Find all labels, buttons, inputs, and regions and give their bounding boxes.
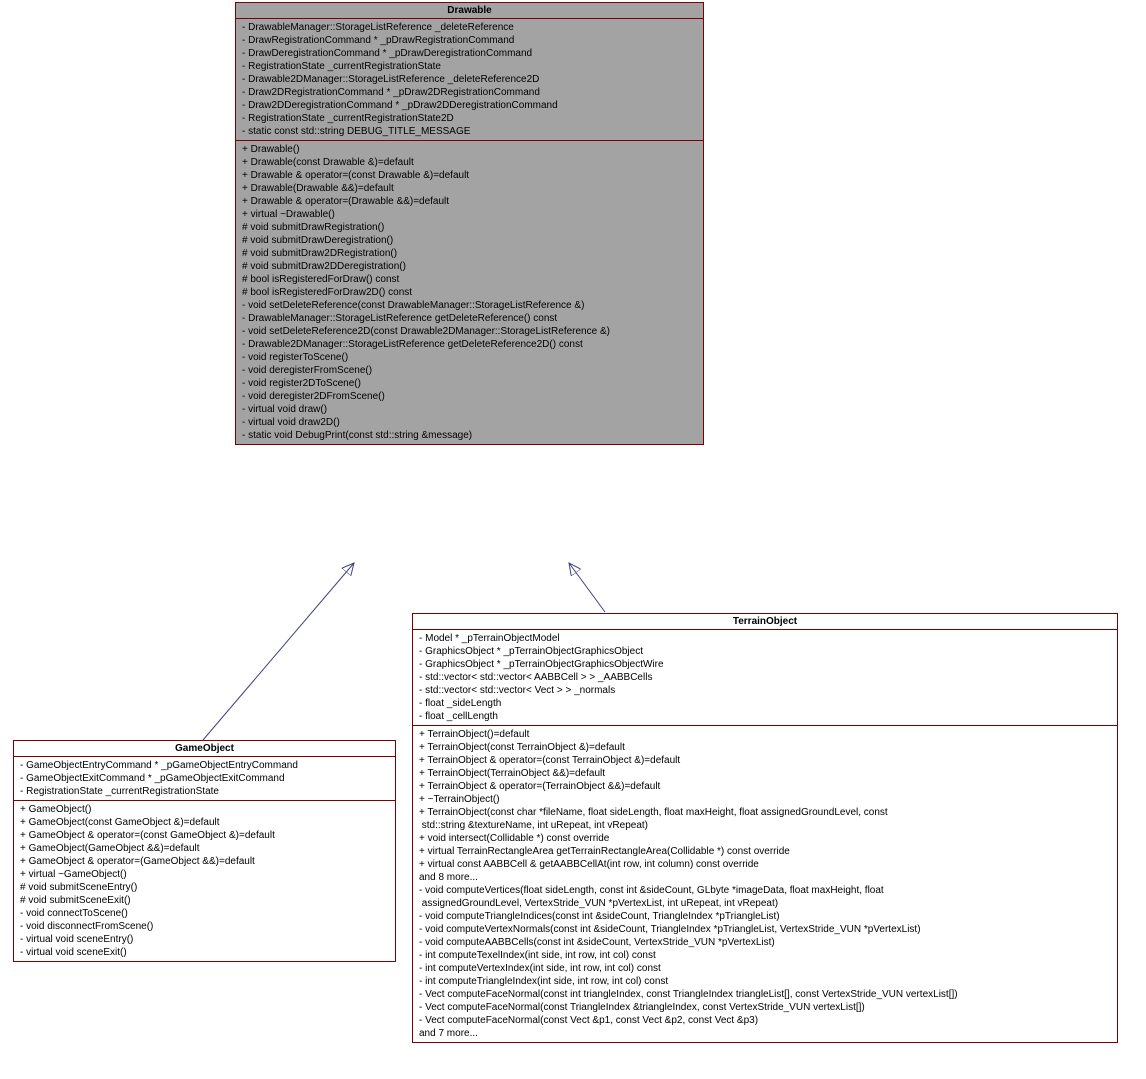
class-line: - DrawDeregistrationCommand * _pDrawDere… (242, 47, 697, 60)
class-line: + Drawable & operator=(const Drawable &)… (242, 169, 697, 182)
class-line: + TerrainObject & operator=(TerrainObjec… (419, 780, 1111, 793)
class-line: - virtual void draw() (242, 403, 697, 416)
class-title: TerrainObject (413, 614, 1117, 630)
class-line: - DrawRegistrationCommand * _pDrawRegist… (242, 34, 697, 47)
methods-section: + TerrainObject()=default+ TerrainObject… (413, 726, 1117, 1042)
class-line: - void computeVertexNormals(const int &s… (419, 923, 1111, 936)
class-line: # void submitDrawDeregistration() (242, 234, 697, 247)
class-line: - void registerToScene() (242, 351, 697, 364)
class-line: - GraphicsObject * _pTerrainObjectGraphi… (419, 645, 1111, 658)
class-line: + GameObject(const GameObject &)=default (20, 816, 389, 829)
class-line: + TerrainObject(const char *fileName, fl… (419, 806, 1111, 819)
class-line: # bool isRegisteredForDraw() const (242, 273, 697, 286)
class-line: - GraphicsObject * _pTerrainObjectGraphi… (419, 658, 1111, 671)
class-line: + GameObject & operator=(const GameObjec… (20, 829, 389, 842)
class-line: - void deregister2DFromScene() (242, 390, 697, 403)
class-line: - virtual void sceneEntry() (20, 933, 389, 946)
class-line: and 8 more... (419, 871, 1111, 884)
fields-section: - Model * _pTerrainObjectModel- Graphics… (413, 630, 1117, 726)
methods-section: + Drawable()+ Drawable(const Drawable &)… (236, 141, 703, 444)
fields-section: - DrawableManager::StorageListReference … (236, 19, 703, 141)
class-line: # void submitDrawRegistration() (242, 221, 697, 234)
class-line: + ~TerrainObject() (419, 793, 1111, 806)
class-line: # bool isRegisteredForDraw2D() const (242, 286, 697, 299)
class-line: + virtual TerrainRectangleArea getTerrai… (419, 845, 1111, 858)
class-line: - Vect computeFaceNormal(const int trian… (419, 988, 1111, 1001)
fields-section: - GameObjectEntryCommand * _pGameObjectE… (14, 757, 395, 801)
class-line: + virtual const AABBCell & getAABBCellAt… (419, 858, 1111, 871)
class-line: - RegistrationState _currentRegistration… (20, 785, 389, 798)
methods-section: + GameObject()+ GameObject(const GameObj… (14, 801, 395, 961)
class-line: - GameObjectExitCommand * _pGameObjectEx… (20, 772, 389, 785)
class-line: + Drawable & operator=(Drawable &&)=defa… (242, 195, 697, 208)
class-line: - void computeTriangleIndices(const int … (419, 910, 1111, 923)
class-line: + TerrainObject & operator=(const Terrai… (419, 754, 1111, 767)
class-line: + TerrainObject(const TerrainObject &)=d… (419, 741, 1111, 754)
class-line: - void deregisterFromScene() (242, 364, 697, 377)
class-line: - Draw2DDeregistrationCommand * _pDraw2D… (242, 99, 697, 112)
class-line: + GameObject(GameObject &&)=default (20, 842, 389, 855)
class-line: - void setDeleteReference(const Drawable… (242, 299, 697, 312)
class-gameobject[interactable]: GameObject - GameObjectEntryCommand * _p… (13, 740, 396, 962)
class-line: + Drawable(const Drawable &)=default (242, 156, 697, 169)
class-line: - void setDeleteReference2D(const Drawab… (242, 325, 697, 338)
class-line: - std::vector< std::vector< AABBCell > >… (419, 671, 1111, 684)
class-title: Drawable (236, 3, 703, 19)
class-title: GameObject (14, 741, 395, 757)
class-line: + GameObject & operator=(GameObject &&)=… (20, 855, 389, 868)
class-line: - virtual void draw2D() (242, 416, 697, 429)
class-line: - Vect computeFaceNormal(const Vect &p1,… (419, 1014, 1111, 1027)
class-line: + TerrainObject()=default (419, 728, 1111, 741)
class-line: # void submitSceneExit() (20, 894, 389, 907)
class-line: + Drawable() (242, 143, 697, 156)
class-line: and 7 more... (419, 1027, 1111, 1040)
class-line: assignedGroundLevel, VertexStride_VUN *p… (419, 897, 1111, 910)
class-line: + GameObject() (20, 803, 389, 816)
class-line: - RegistrationState _currentRegistration… (242, 112, 697, 125)
class-line: + Drawable(Drawable &&)=default (242, 182, 697, 195)
class-line: - GameObjectEntryCommand * _pGameObjectE… (20, 759, 389, 772)
class-line: - Model * _pTerrainObjectModel (419, 632, 1111, 645)
arrow-gameobject-drawable (203, 563, 354, 740)
class-line: - int computeTriangleIndex(int side, int… (419, 975, 1111, 988)
class-line: # void submitSceneEntry() (20, 881, 389, 894)
class-line: - virtual void sceneExit() (20, 946, 389, 959)
class-line: - static const std::string DEBUG_TITLE_M… (242, 125, 697, 138)
class-line: - static void DebugPrint(const std::stri… (242, 429, 697, 442)
class-line: - void computeVertices(float sideLength,… (419, 884, 1111, 897)
class-drawable[interactable]: Drawable - DrawableManager::StorageListR… (235, 2, 704, 445)
class-line: - RegistrationState _currentRegistration… (242, 60, 697, 73)
class-line: - Vect computeFaceNormal(const TriangleI… (419, 1001, 1111, 1014)
class-terrainobject[interactable]: TerrainObject - Model * _pTerrainObjectM… (412, 613, 1118, 1043)
class-line: std::string &textureName, int uRepeat, i… (419, 819, 1111, 832)
class-line: - DrawableManager::StorageListReference … (242, 21, 697, 34)
class-line: - void computeAABBCells(const int &sideC… (419, 936, 1111, 949)
class-line: - float _sideLength (419, 697, 1111, 710)
class-line: + virtual ~Drawable() (242, 208, 697, 221)
class-line: - void connectToScene() (20, 907, 389, 920)
class-line: # void submitDraw2DDeregistration() (242, 260, 697, 273)
class-line: - int computeVertexIndex(int side, int r… (419, 962, 1111, 975)
class-line: - Draw2DRegistrationCommand * _pDraw2DRe… (242, 86, 697, 99)
class-line: - void disconnectFromScene() (20, 920, 389, 933)
class-line: - Drawable2DManager::StorageListReferenc… (242, 73, 697, 86)
class-line: + virtual ~GameObject() (20, 868, 389, 881)
class-line: + TerrainObject(TerrainObject &&)=defaul… (419, 767, 1111, 780)
class-line: - Drawable2DManager::StorageListReferenc… (242, 338, 697, 351)
class-line: - DrawableManager::StorageListReference … (242, 312, 697, 325)
arrow-terrainobject-drawable (569, 563, 605, 612)
class-line: - float _cellLength (419, 710, 1111, 723)
class-line: # void submitDraw2DRegistration() (242, 247, 697, 260)
class-line: - void register2DToScene() (242, 377, 697, 390)
class-line: - int computeTexelIndex(int side, int ro… (419, 949, 1111, 962)
class-line: + void intersect(Collidable *) const ove… (419, 832, 1111, 845)
class-line: - std::vector< std::vector< Vect > > _no… (419, 684, 1111, 697)
